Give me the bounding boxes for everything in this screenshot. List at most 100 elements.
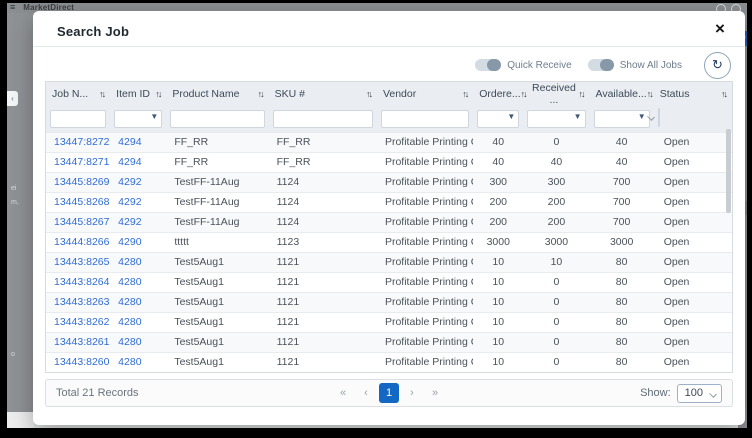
item-id-link[interactable]: 4280 — [118, 276, 142, 288]
page-size-control: Show: 100 — [640, 383, 732, 403]
table-row[interactable]: 13447:8271 4294 FF_RR FF_RR Profitable P… — [46, 152, 732, 172]
table-row[interactable]: 13445:8269 4292 TestFF-11Aug 1124 Profit… — [46, 172, 732, 192]
item-id-link[interactable]: 4292 — [118, 176, 142, 188]
funnel-icon[interactable]: ▼ — [150, 112, 159, 121]
table-row[interactable]: 13447:8272 4294 FF_RR FF_RR Profitable P… — [46, 132, 732, 152]
filter-ordered-input[interactable] — [477, 109, 520, 128]
hamburger-icon[interactable]: ≡ — [10, 3, 16, 12]
col-label: Received ... — [532, 82, 576, 106]
table-row[interactable]: 13445:8268 4292 TestFF-11Aug 1124 Profit… — [46, 192, 732, 212]
filter-vendor-input[interactable] — [380, 109, 470, 128]
sort-icon[interactable]: ↑↓ — [520, 89, 528, 99]
col-label: Ordere... — [479, 88, 521, 100]
page-1-button[interactable]: 1 — [379, 383, 399, 403]
funnel-icon[interactable]: ▼ — [573, 112, 582, 121]
item-id-link[interactable]: 4280 — [118, 356, 142, 369]
show-all-jobs-toggle[interactable] — [587, 59, 614, 71]
sort-icon[interactable]: ↑↓ — [462, 89, 469, 99]
sort-icon[interactable]: ↑↓ — [646, 89, 654, 99]
job-number-link[interactable]: 13443:8262 — [54, 316, 110, 328]
job-number-link[interactable]: 13447:8272 — [54, 136, 110, 148]
sku-cell: FF_RR — [276, 156, 311, 168]
table-row[interactable]: 13445:8267 4292 TestFF-11Aug 1124 Profit… — [46, 212, 732, 232]
job-number-link[interactable]: 13444:8266 — [54, 236, 110, 248]
status-cell: Open — [663, 316, 690, 328]
table-row[interactable]: 13443:8260 4280 Test5Aug1 1121 Profitabl… — [46, 352, 732, 372]
table-scrollbar[interactable] — [726, 129, 731, 370]
job-number-link[interactable]: 13443:8264 — [54, 276, 110, 288]
job-number-link[interactable]: 13445:8268 — [54, 196, 110, 208]
vendor-cell: Profitable Printing Corp. — [384, 336, 473, 348]
col-label: Product Name — [172, 88, 240, 100]
item-id-link[interactable]: 4290 — [118, 236, 142, 248]
refresh-icon[interactable]: ↻ — [704, 51, 731, 79]
filter-received-input[interactable] — [527, 109, 586, 128]
funnel-icon[interactable]: ▼ — [507, 112, 516, 121]
show-all-jobs-label: Show All Jobs — [619, 59, 682, 71]
first-page-button[interactable]: « — [333, 383, 353, 403]
jobs-table: Job N... ↑↓ Item ID ↑↓ Product Name ↑↓ SKU … — [45, 81, 733, 373]
filter-product-name-input[interactable] — [170, 109, 265, 128]
item-id-link[interactable]: 4292 — [118, 196, 142, 208]
col-job-number: Job N... ↑↓ — [46, 82, 111, 106]
last-page-button[interactable]: » — [425, 383, 445, 403]
table-row[interactable]: 13443:8264 4280 Test5Aug1 1121 Profitabl… — [46, 272, 732, 292]
scrollbar-thumb[interactable] — [726, 129, 731, 213]
item-id-link[interactable]: 4280 — [118, 256, 142, 268]
sku-cell: FF_RR — [276, 136, 311, 148]
item-id-link[interactable]: 4294 — [118, 156, 142, 168]
available-cell: 3000 — [609, 236, 634, 248]
sidebar-collapse-tab[interactable]: ‹ — [7, 91, 18, 106]
item-id-link[interactable]: 4292 — [118, 216, 142, 228]
item-id-link[interactable]: 4280 — [118, 336, 142, 348]
show-all-jobs-toggle-group: Show All Jobs — [587, 59, 682, 71]
job-number-link[interactable]: 13443:8261 — [54, 336, 110, 348]
available-cell: 80 — [615, 336, 628, 348]
item-id-link[interactable]: 4280 — [118, 316, 142, 328]
table-row[interactable]: 13443:8263 4280 Test5Aug1 1121 Profitabl… — [46, 292, 732, 312]
quick-receive-toggle[interactable] — [475, 59, 502, 71]
status-cell: Open — [663, 296, 690, 308]
filter-job-number-input[interactable] — [50, 109, 107, 128]
filter-available-input[interactable] — [593, 109, 650, 128]
received-cell: 0 — [553, 336, 560, 348]
job-number-link[interactable]: 13443:8265 — [54, 256, 110, 268]
filter-status-select[interactable] — [646, 107, 660, 127]
sort-icon[interactable]: ↑↓ — [365, 89, 373, 99]
sort-icon[interactable]: ↑↓ — [99, 89, 106, 99]
sku-cell: 1121 — [276, 276, 300, 288]
col-label: SKU # — [274, 88, 305, 100]
vendor-cell: Profitable Printing Corp. — [384, 216, 473, 228]
table-row[interactable]: 13443:8261 4280 Test5Aug1 1121 Profitabl… — [46, 332, 732, 352]
vendor-cell: Profitable Printing Corp. — [384, 256, 473, 268]
ordered-cell: 10 — [492, 276, 505, 288]
table-row[interactable]: 13443:8265 4280 Test5Aug1 1121 Profitabl… — [46, 252, 732, 272]
sort-icon[interactable]: ↑↓ — [578, 89, 586, 99]
table-row[interactable]: 13444:8266 4290 ttttt 1123 Profitable Pr… — [46, 232, 732, 252]
sort-icon[interactable]: ↑↓ — [721, 89, 728, 99]
sort-icon[interactable]: ↑↓ — [155, 89, 162, 99]
job-number-link[interactable]: 13445:8267 — [54, 216, 110, 228]
item-id-link[interactable]: 4280 — [118, 296, 142, 308]
job-number-link[interactable]: 13447:8271 — [54, 156, 110, 168]
job-number-link[interactable]: 13443:8263 — [54, 296, 110, 308]
sort-icon[interactable]: ↑↓ — [257, 89, 265, 99]
status-cell: Open — [663, 156, 690, 168]
item-id-link[interactable]: 4294 — [118, 136, 142, 148]
table-row[interactable]: 13443:8262 4280 Test5Aug1 1121 Profitabl… — [46, 312, 732, 332]
funnel-icon[interactable]: ▼ — [637, 112, 646, 121]
filter-sku-input[interactable] — [272, 109, 373, 128]
table-body: 13447:8272 4294 FF_RR FF_RR Profitable P… — [46, 132, 732, 372]
dialog-header: Search Job × — [33, 11, 745, 47]
col-available: Available... ↑↓ — [589, 82, 654, 106]
page-size-select[interactable]: 100 — [676, 383, 722, 403]
close-icon[interactable]: × — [710, 19, 730, 39]
prev-page-button[interactable]: ‹ — [356, 383, 376, 403]
job-number-link[interactable]: 13443:8260 — [54, 356, 110, 369]
filter-item-id-input[interactable] — [114, 109, 163, 128]
job-number-link[interactable]: 13445:8269 — [54, 176, 110, 188]
received-cell: 3000 — [544, 236, 569, 248]
job-number-cell: 13443:8263 — [46, 292, 110, 312]
next-page-button[interactable]: › — [402, 383, 422, 403]
